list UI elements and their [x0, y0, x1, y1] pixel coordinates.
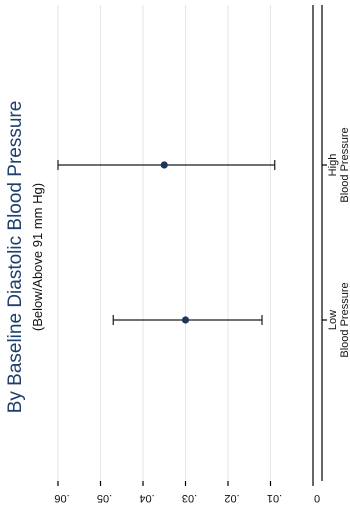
point-estimate	[181, 316, 190, 324]
category-label: Low	[327, 310, 339, 330]
value-tick-label: .04	[139, 492, 154, 504]
value-tick-label: .01	[267, 492, 282, 504]
axes	[57, 5, 327, 486]
value-tick-label: .06	[54, 492, 69, 504]
chart-subtitle: (Below/Above 91 mm Hg)	[30, 183, 45, 331]
value-tick-label: .02	[224, 492, 239, 504]
gridlines	[57, 5, 271, 481]
value-tick-label: 0	[314, 492, 320, 504]
data-marks	[57, 160, 276, 325]
category-label: Blood Pressure	[339, 127, 350, 202]
value-tick-label: .05	[97, 492, 112, 504]
chart-title: By Baseline Diastolic Blood Pressure	[5, 101, 26, 414]
value-tick-label: .03	[182, 492, 197, 504]
category-label: High	[327, 154, 339, 177]
point-estimate	[160, 161, 168, 169]
category-label: Blood Pressure	[339, 282, 350, 357]
